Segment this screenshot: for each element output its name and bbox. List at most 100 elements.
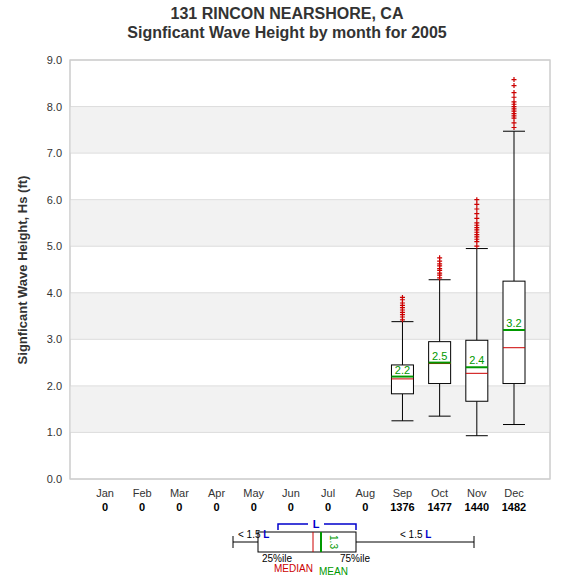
outlier xyxy=(474,220,479,225)
x-tick-label: May xyxy=(243,487,264,499)
key-mean-value: 1.3 xyxy=(328,535,339,549)
key-whisker-text: < 1.5 xyxy=(238,529,263,540)
y-axis-label: Signficant Wave Height, Hs (ft) xyxy=(15,176,30,365)
median xyxy=(391,378,413,379)
count-label: 0 xyxy=(176,501,182,513)
whisker-cap-high xyxy=(503,131,525,132)
whisker-high xyxy=(402,322,403,365)
outlier xyxy=(512,125,517,130)
count-label: 1477 xyxy=(427,501,451,513)
x-tick-label: Sep xyxy=(393,487,413,499)
grid-band xyxy=(70,293,550,340)
x-tick-label: Aug xyxy=(355,487,375,499)
x-tick-label: Jun xyxy=(282,487,300,499)
key-whisker xyxy=(233,542,258,543)
count-label: 0 xyxy=(213,501,219,513)
count-label: 0 xyxy=(251,501,257,513)
median xyxy=(503,347,525,348)
outlier xyxy=(512,99,517,104)
y-tick-label: 0.0 xyxy=(47,473,62,485)
chart: 131 RINCON NEARSHORE, CA Signficant Wave … xyxy=(0,0,575,580)
y-tick-label: 1.0 xyxy=(47,426,62,438)
x-tick-label: Feb xyxy=(133,487,152,499)
whisker-cap-low xyxy=(503,424,525,425)
mean-label: 3.2 xyxy=(506,317,521,329)
median xyxy=(429,363,451,364)
key-whisker xyxy=(356,542,474,543)
count-label: 0 xyxy=(102,501,108,513)
key-cap xyxy=(474,536,475,548)
grid-line xyxy=(70,292,550,293)
mean xyxy=(503,329,525,331)
x-tick-label: Nov xyxy=(467,487,487,499)
outlier xyxy=(512,77,517,82)
y-tick-label: 9.0 xyxy=(47,54,62,66)
outlier xyxy=(400,295,405,300)
plot-frame xyxy=(70,60,550,479)
key-cap xyxy=(233,536,234,548)
whisker-cap-low xyxy=(391,420,413,421)
mean-label: 2.2 xyxy=(395,364,410,376)
count-label: 0 xyxy=(325,501,331,513)
y-tick-label: 4.0 xyxy=(47,287,62,299)
key-box-text: L xyxy=(425,529,431,540)
title: 131 RINCON NEARSHORE, CA xyxy=(171,5,404,22)
key-whisker-label: < 1.5 L xyxy=(400,529,431,540)
whisker-high xyxy=(514,131,515,281)
grid-band xyxy=(70,107,550,154)
key-whisker-label: < 1.5 L xyxy=(238,529,269,540)
grid-line xyxy=(70,339,550,340)
mean xyxy=(429,362,451,364)
marks xyxy=(391,77,525,436)
grid-band xyxy=(70,200,550,247)
key-mean-label: MEAN xyxy=(319,566,348,577)
count-label: 0 xyxy=(139,501,145,513)
count-label: 1376 xyxy=(390,501,414,513)
x-tick-label: Mar xyxy=(170,487,189,499)
box xyxy=(503,281,525,383)
y-tick-label: 6.0 xyxy=(47,194,62,206)
whisker-low xyxy=(514,384,515,425)
x-tick-label: Apr xyxy=(208,487,225,499)
count-label: 0 xyxy=(362,501,368,513)
y-tick-label: 2.0 xyxy=(47,380,62,392)
outlier xyxy=(437,255,442,260)
key-box xyxy=(258,532,356,552)
y-tick-label: 7.0 xyxy=(47,147,62,159)
mean-label: 2.5 xyxy=(432,350,447,362)
key-mean xyxy=(320,532,322,552)
count-label: 1482 xyxy=(502,501,526,513)
outlier xyxy=(512,90,517,95)
mean-label: 2.4 xyxy=(469,354,484,366)
outlier xyxy=(512,95,517,100)
x-tick-label: Jul xyxy=(321,487,335,499)
whisker-cap-low xyxy=(466,435,488,436)
mean xyxy=(466,366,488,368)
outlier xyxy=(474,244,479,249)
mean xyxy=(391,376,413,378)
subtitle: Signficant Wave Height by month for 2005 xyxy=(127,24,447,41)
grid-line xyxy=(70,153,550,154)
outlier xyxy=(512,120,517,125)
whisker-low xyxy=(402,394,403,421)
key-median-label: MEDIAN xyxy=(274,563,313,574)
outlier xyxy=(474,216,479,221)
y-tick-label: 5.0 xyxy=(47,240,62,252)
box xyxy=(466,340,488,401)
key-q3-label: 75%ile xyxy=(340,553,370,564)
box xyxy=(429,342,451,384)
outlier xyxy=(474,206,479,211)
count-label: 1440 xyxy=(465,501,489,513)
y-tick-label: 3.0 xyxy=(47,333,62,345)
x-tick-label: Dec xyxy=(504,487,524,499)
outlier xyxy=(474,197,479,202)
median xyxy=(466,373,488,374)
plot-border xyxy=(70,60,550,479)
key-box-text: L xyxy=(263,529,269,540)
whisker-cap-low xyxy=(429,416,451,417)
outlier xyxy=(474,202,479,207)
outlier xyxy=(474,211,479,216)
x-tick-label: Jan xyxy=(96,487,114,499)
key-box-label: L xyxy=(313,518,320,530)
grid-line xyxy=(70,106,550,107)
